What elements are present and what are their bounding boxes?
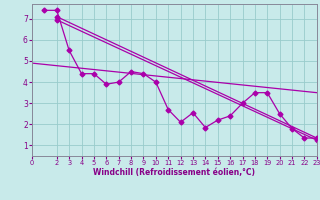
X-axis label: Windchill (Refroidissement éolien,°C): Windchill (Refroidissement éolien,°C) — [93, 168, 255, 177]
